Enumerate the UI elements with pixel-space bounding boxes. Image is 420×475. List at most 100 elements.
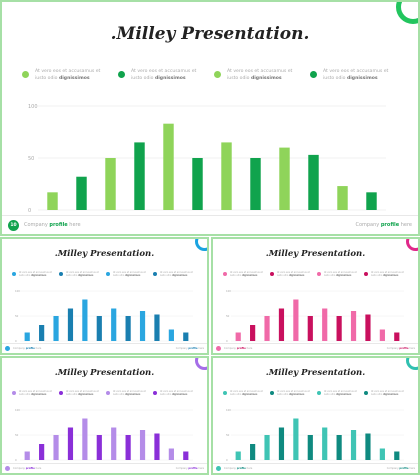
footer-left: Company profile here	[13, 347, 42, 350]
legend-dot	[12, 391, 16, 395]
legend-item: At vero eos et accusamus et iusto odio di…	[153, 390, 200, 397]
legend-text: At vero eos et accusamus et	[160, 390, 193, 393]
legend-text: At vero eos et accusamus et	[131, 69, 197, 74]
bar	[293, 418, 299, 460]
legend-bold: dignissimos	[30, 393, 47, 397]
legend-text: At vero eos et accusamus et	[324, 390, 357, 393]
legend-text: At vero eos et accusamus et	[113, 390, 146, 393]
bar	[235, 451, 241, 460]
bar	[250, 444, 256, 460]
legend-item: At vero eos et accusamus et iusto odio di…	[270, 390, 317, 397]
legend-bold: dignissimos	[171, 393, 188, 397]
legend-text: At vero eos et accusamus et	[230, 271, 263, 274]
bar	[293, 299, 299, 341]
legend-item: At vero eos et accusamus et iusto odio di…	[22, 69, 118, 83]
slide-title: .Milley Presentation.	[265, 249, 366, 259]
bar	[394, 332, 400, 341]
slide-footer: Company profile here Company profile here	[213, 463, 418, 473]
bar	[47, 192, 58, 210]
bar-chart: 100 50 0	[15, 289, 193, 343]
y-tick-label: 0	[226, 339, 228, 343]
bar	[336, 316, 342, 341]
legend-text: iusto odio	[227, 75, 251, 81]
bar	[168, 329, 174, 341]
legend-dot	[153, 391, 157, 395]
bar	[24, 332, 30, 341]
legend-item: At vero eos et accusamus et iusto odio di…	[214, 69, 310, 83]
thumbnail-slide-blue[interactable]: .Milley Presentation. At vero eos et accu…	[0, 237, 209, 355]
chart-svg: 100 50 0	[15, 408, 193, 462]
slide-footer: 10 Company profile here Company profile …	[2, 215, 418, 234]
legend-text: iusto odio	[371, 393, 383, 397]
slide-footer: Company profile here Company profile here	[2, 463, 207, 473]
legend-text: iusto odio	[324, 274, 336, 278]
legend-text: At vero eos et accusamus et	[324, 271, 357, 274]
bar	[24, 451, 30, 460]
legend-bold: dignissimos	[288, 274, 305, 278]
legend-item: At vero eos et accusamus et iusto odio di…	[59, 271, 106, 278]
legend-dot	[106, 391, 110, 395]
legend-dot	[364, 272, 368, 276]
legend-item: At vero eos et accusamus et iusto odio di…	[106, 271, 153, 278]
legend-dot	[223, 272, 227, 276]
bar	[308, 154, 319, 210]
legend-dot	[59, 272, 63, 276]
legend-dot	[118, 71, 125, 78]
bar	[96, 435, 102, 460]
y-tick-label: 100	[226, 289, 231, 293]
legend-text: iusto odio	[277, 274, 289, 278]
chart-svg: 100 50 0	[15, 289, 193, 343]
legend-bold: dignissimos	[382, 274, 399, 278]
legend-dot	[317, 272, 321, 276]
footer-right: Company profile here	[175, 347, 204, 350]
legend-text: At vero eos et accusamus et	[371, 271, 404, 274]
legend-text: iusto odio	[19, 393, 31, 397]
bar	[192, 158, 203, 210]
bar	[394, 451, 400, 460]
page-number	[5, 466, 10, 471]
bar	[139, 430, 146, 460]
footer-left: Company profile here	[13, 467, 42, 470]
legend-bold: dignissimos	[124, 393, 141, 397]
thumbnail-slide-purple[interactable]: .Milley Presentation. At vero eos et accu…	[0, 356, 209, 475]
bar	[264, 435, 270, 460]
footer-right: Company profile here	[386, 347, 415, 350]
bar	[154, 314, 160, 341]
bar	[125, 316, 131, 341]
y-tick-label: 50	[15, 314, 19, 318]
y-tick-label: 0	[226, 458, 228, 462]
slide-title: .Milley Presentation.	[54, 249, 155, 259]
bar	[111, 308, 117, 341]
thumbnail-slide-teal[interactable]: .Milley Presentation. At vero eos et accu…	[211, 356, 420, 475]
legend-item: At vero eos et accusamus et iusto odio di…	[12, 390, 59, 397]
legend-item: At vero eos et accusamus et iusto odio di…	[270, 271, 317, 278]
legend-text: iusto odio	[131, 75, 155, 81]
bar	[111, 427, 117, 460]
main-slide[interactable]: .Milley Presentation. At vero eos et acc…	[0, 0, 420, 236]
bar	[125, 435, 131, 460]
y-tick-label: 100	[15, 289, 20, 293]
bar	[278, 427, 285, 460]
legend-bold: dignissimos	[335, 393, 352, 397]
footer-left: Company profile here	[224, 347, 253, 350]
legend-text: At vero eos et accusamus et	[230, 390, 263, 393]
y-tick-label: 0	[15, 339, 17, 343]
legend-text: iusto odio	[230, 274, 242, 278]
legend-dot	[59, 391, 63, 395]
bar	[154, 433, 160, 460]
bar	[39, 325, 45, 341]
bar	[134, 142, 145, 210]
legend-bold: dignissimos	[77, 393, 94, 397]
page-number	[5, 346, 10, 351]
legend-text: At vero eos et accusamus et	[19, 390, 52, 393]
page-number	[216, 466, 221, 471]
y-tick-label: 0	[28, 208, 31, 214]
legend-text: At vero eos et accusamus et	[277, 271, 310, 274]
legend-bold: dignissimos	[346, 75, 378, 81]
ring-decoration	[195, 358, 207, 370]
footer-left: Company profile here	[24, 222, 81, 228]
legend-text: At vero eos et accusamus et	[371, 390, 404, 393]
bar-chart: 100 50 0	[226, 408, 404, 462]
legend-text: iusto odio	[324, 393, 336, 397]
thumbnail-slide-pink[interactable]: .Milley Presentation. At vero eos et accu…	[211, 237, 420, 355]
